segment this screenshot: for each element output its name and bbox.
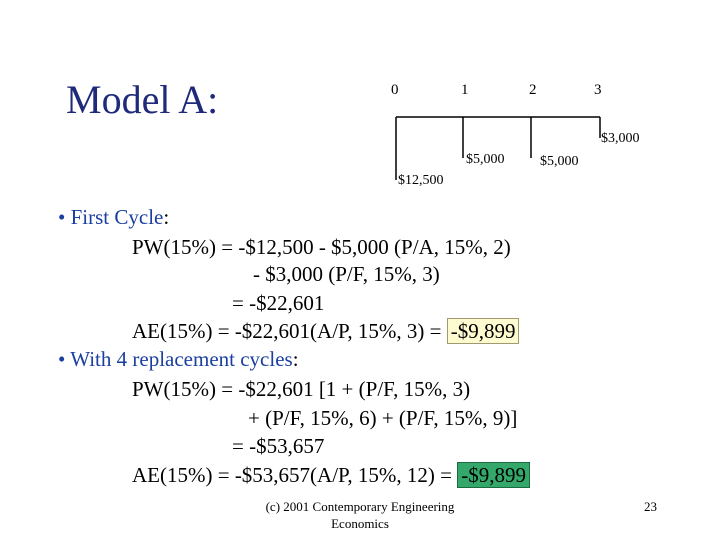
bullet-colon: : — [163, 205, 170, 229]
bullet-replacement-cycles: • With 4 replacement cycles: — [58, 347, 299, 372]
replacement-pw-continuation: + (P/F, 15%, 6) + (P/F, 15%, 9)] — [248, 406, 518, 430]
footer-line-2: Economics — [331, 516, 389, 531]
amount-p2: $5,000 — [540, 154, 579, 169]
bullet-dot: • — [58, 347, 66, 371]
replacement-pw-line: PW(15%) = -$22,601 [1 + (P/F, 15%, 3) — [132, 377, 471, 401]
first-cycle-pw-continuation: - $3,000 (P/F, 15%, 3) — [253, 262, 440, 286]
period-label-3: 3 — [594, 82, 602, 98]
bullet-dot: • — [58, 205, 66, 229]
replacement-pw-result: = -$53,657 — [232, 434, 325, 458]
page-number: 23 — [644, 499, 657, 514]
first-cycle-pw-line: PW(15%) = -$12,500 - $5,000 (P/A, 15%, 2… — [132, 235, 511, 259]
footer-copyright: (c) 2001 Contemporary Engineering Econom… — [256, 498, 464, 532]
amount-p1: $5,000 — [466, 152, 505, 167]
bullet-label: First Cycle — [70, 205, 164, 229]
footer-line-1: (c) 2001 Contemporary Engineering — [265, 499, 455, 514]
replacement-ae-formula: AE(15%) = -$53,657(A/P, 15%, 12) = — [132, 463, 458, 487]
replacement-ae-result: -$9,899 — [457, 462, 530, 488]
bullet-label: With 4 replacement cycles — [70, 347, 293, 371]
first-cycle-ae-result: -$9,899 — [446, 318, 520, 344]
first-cycle-ae-line: AE(15%) = -$22,601(A/P, 15%, 3) = -$9,89… — [132, 318, 520, 344]
period-label-2: 2 — [529, 82, 537, 98]
period-label-0: 0 — [391, 82, 399, 98]
period-label-1: 1 — [461, 82, 469, 98]
slide-title: Model A: — [66, 77, 219, 122]
amount-p3: $3,000 — [601, 131, 640, 146]
first-cycle-pw-result: = -$22,601 — [232, 291, 325, 315]
bullet-first-cycle: • First Cycle: — [58, 205, 169, 230]
first-cycle-ae-formula: AE(15%) = -$22,601(A/P, 15%, 3) = — [132, 319, 447, 343]
bullet-colon: : — [292, 347, 299, 371]
amount-p0: $12,500 — [398, 173, 444, 188]
replacement-ae-line: AE(15%) = -$53,657(A/P, 15%, 12) = -$9,8… — [132, 462, 530, 488]
